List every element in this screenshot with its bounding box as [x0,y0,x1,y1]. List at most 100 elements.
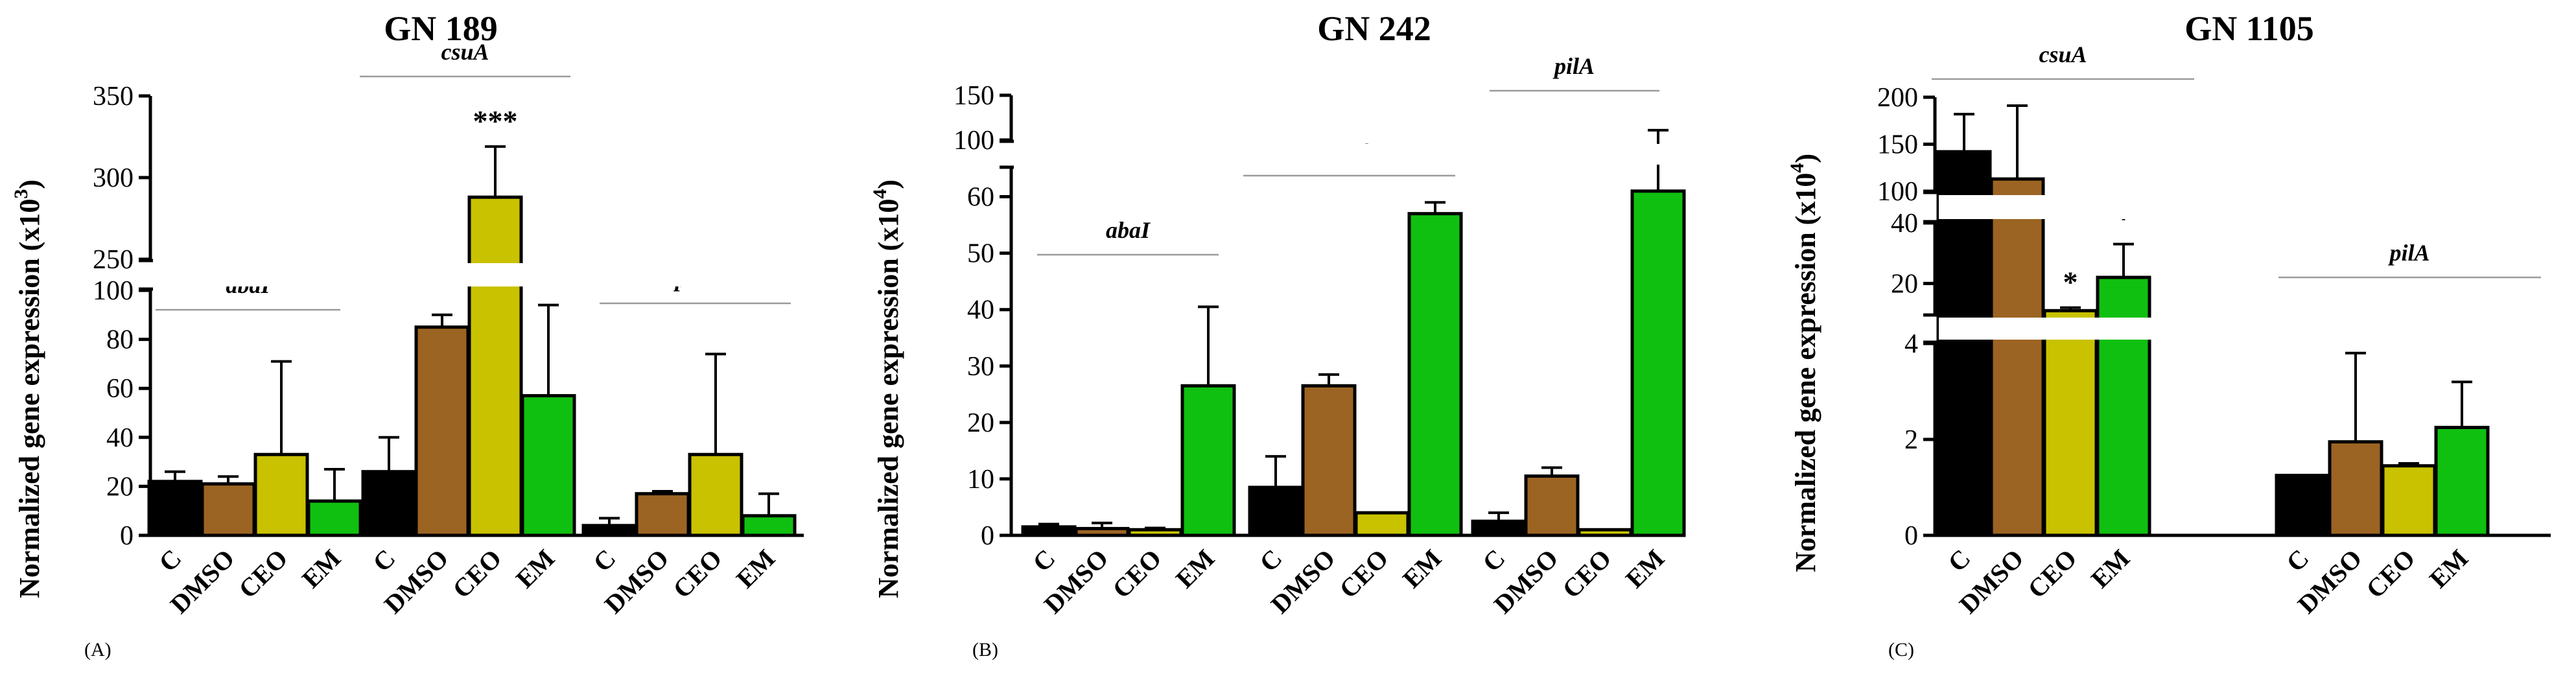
bar [1127,528,1183,537]
significance-marker: *** [473,104,518,137]
axis-break-gap [1015,144,1683,165]
axis-break-gap [1939,195,2555,219]
bar [581,524,637,537]
bar [2043,309,2098,537]
y-tick-label: 100 [954,126,994,156]
x-tick-label: CEO [447,544,507,604]
y-tick-label: 300 [93,163,134,193]
axis-break-gap [154,263,808,286]
y-tick-label: 60 [967,183,994,213]
x-tick-label: C [1942,544,1976,577]
gene-label: pilA [2387,240,2430,266]
bar [2275,474,2330,537]
bar [635,492,690,537]
bar [688,452,744,537]
bar [1630,189,1686,537]
bar [361,470,417,537]
x-tick-label: C [2280,544,2314,577]
x-tick-label: C [587,544,621,577]
gene-label: csuA [2039,41,2087,67]
bar [414,325,470,537]
bar [1471,519,1527,537]
bar [467,195,523,537]
bar [1301,384,1357,537]
x-tick-label: EM [731,544,780,594]
y-tick-label: 4 [1904,329,1918,359]
y-tick-label: 60 [106,374,134,404]
y-tick-label: 100 [1877,177,1918,207]
bar [147,480,203,537]
y-axis-label: Normalized gene expression (x104) [869,180,904,598]
y-tick-label: 250 [93,245,134,275]
significance-marker: * [2063,266,2078,299]
chart-panel-1: GN 189 (A) Normalized gene expression (x10… [10,9,808,660]
bar [1354,511,1410,537]
bar [1074,527,1130,537]
y-tick-label: 0 [1904,521,1918,551]
x-tick-label: C [1254,544,1287,577]
y-tick-label: 20 [1891,269,1918,299]
bar [1407,212,1463,537]
y-tick-label: 150 [954,81,994,111]
panel-letter: (A) [84,639,111,660]
gene-label: csuA [441,39,489,65]
x-tick-label: C [367,544,401,577]
panel-letter: (B) [972,639,998,660]
y-tick-label: 0 [981,521,994,551]
y-tick-label: 20 [967,408,994,438]
gene-label: abaI [1106,217,1151,243]
y-tick-label: 20 [106,472,134,502]
x-tick-label: CEO [1107,544,1167,604]
x-tick-label: CEO [2022,544,2082,604]
y-tick-label: 150 [1877,130,1918,160]
chart-title: GN 189 [384,9,498,48]
x-tick-label: CEO [1556,544,1617,604]
y-tick-label: 40 [106,423,134,453]
x-tick-label: C [1477,544,1510,577]
bar [2096,275,2151,537]
chart-title: GN 242 [1317,9,1431,48]
y-tick-label: 40 [967,296,994,325]
x-tick-label: C [153,544,187,577]
x-tick-label: CEO [667,544,727,604]
y-tick-label: 100 [93,276,134,306]
chart-panel-2: GN 242 (B) Normalized gene expression (x10… [869,9,1686,660]
chart-title: GN 1105 [2184,9,2314,48]
x-tick-label: EM [2424,544,2474,594]
x-tick-label: EM [1170,544,1220,594]
y-tick-label: 2 [1904,425,1918,455]
bar-group-csuA: CDMSOCEOEMcsuA [1243,138,1463,619]
bar [741,514,797,537]
x-tick-label: EM [510,544,560,594]
panel-letter: (C) [1888,639,1914,660]
bar [2434,426,2490,537]
x-tick-label: EM [1620,544,1670,594]
x-tick-label: EM [296,544,346,594]
bar [1180,384,1236,537]
bar [1989,177,2045,537]
bar [521,394,576,537]
bar [307,499,362,537]
y-tick-label: 80 [106,325,134,355]
bar [1021,525,1077,537]
chart-panel-3: GN 1105 (C) Normalized gene expression (x1… [1786,9,2555,660]
y-tick-label: 40 [1891,209,1918,239]
x-tick-label: C [1027,544,1060,577]
gene-label: pilA [1552,53,1595,79]
y-tick-label: 0 [120,521,134,551]
x-tick-label: EM [2085,544,2135,594]
y-axis-label: Normalized gene expression (x104) [1786,154,1821,572]
bar [2381,464,2437,537]
bar [1577,528,1633,537]
x-tick-label: EM [1397,544,1447,594]
y-axis-label: Normalized gene expression (x103) [10,180,45,598]
bar [1248,485,1304,537]
bar [2328,440,2383,537]
y-tick-label: 10 [967,465,994,495]
bar [200,482,256,537]
